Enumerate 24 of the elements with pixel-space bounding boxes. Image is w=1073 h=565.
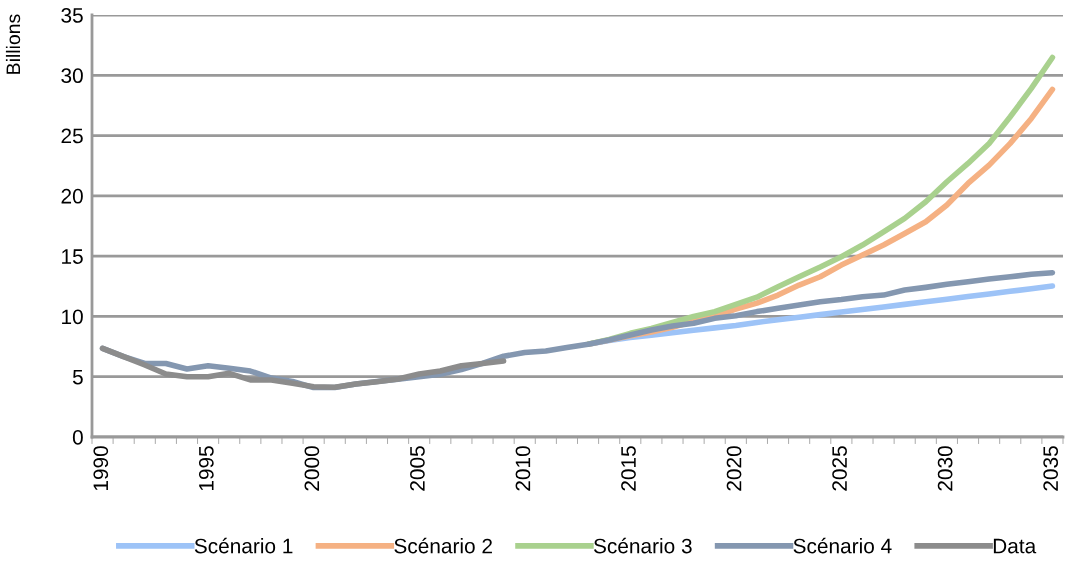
- legend-label: Scénario 4: [793, 537, 892, 554]
- y-axis-title: Billions: [5, 14, 21, 74]
- y-tick-label: 15: [62, 249, 83, 264]
- y-tick-label: 25: [61, 128, 83, 144]
- x-tick-label: 2010: [515, 446, 531, 491]
- x-tick-label: 2020: [726, 446, 742, 491]
- legend-label: Scénario 3: [593, 537, 692, 554]
- x-tick-label: 2025: [832, 446, 847, 491]
- y-tick-label: 35: [61, 8, 83, 23]
- legend-label: Scénario 1: [194, 537, 293, 554]
- x-tick-label: 2035: [1043, 446, 1059, 491]
- y-tick-label: 5: [72, 369, 83, 385]
- x-tick-label: 2005: [410, 446, 425, 491]
- y-tick-label: 0: [72, 430, 83, 445]
- y-tick-label: 20: [61, 188, 83, 204]
- x-tick-label: 2015: [621, 446, 636, 491]
- x-tick-label: 1995: [198, 446, 214, 491]
- legend-label: Scénario 2: [394, 537, 492, 554]
- x-tick-label: 2000: [304, 446, 320, 491]
- x-tick-label: 2030: [937, 446, 953, 491]
- legend-label: Data: [993, 538, 1037, 554]
- x-tick-label: 1990: [93, 446, 109, 491]
- y-tick-label: 30: [61, 68, 83, 84]
- y-tick-label: 10: [62, 309, 83, 325]
